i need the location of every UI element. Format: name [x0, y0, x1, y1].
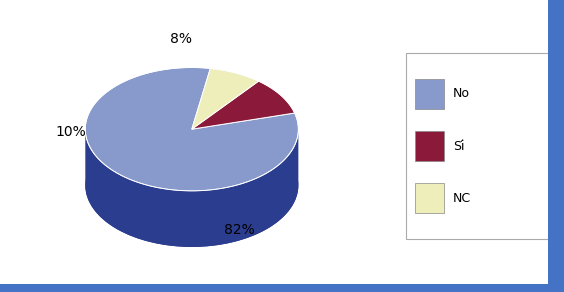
Polygon shape	[192, 81, 294, 129]
Bar	[415, 79, 444, 109]
Ellipse shape	[85, 124, 298, 247]
Bar	[415, 183, 444, 213]
Text: No: No	[453, 87, 470, 100]
FancyBboxPatch shape	[406, 53, 553, 239]
Bar	[415, 131, 444, 161]
Text: NC: NC	[453, 192, 471, 205]
Text: 10%: 10%	[56, 125, 87, 139]
Polygon shape	[192, 68, 258, 129]
Text: 8%: 8%	[170, 32, 192, 46]
Text: Sí: Sí	[453, 140, 465, 152]
Polygon shape	[85, 129, 298, 247]
Text: 82%: 82%	[224, 223, 255, 237]
Polygon shape	[85, 67, 298, 191]
